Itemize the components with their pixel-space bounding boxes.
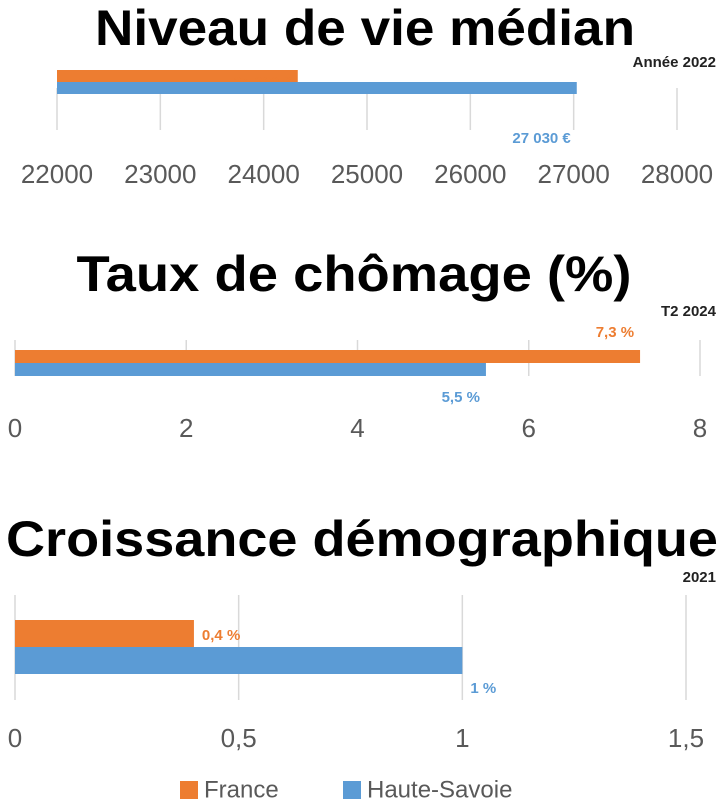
x-tick-label: 8 — [693, 413, 707, 443]
chart-title: Niveau de vie médian — [95, 0, 635, 56]
chart-subtitle: Année 2022 — [633, 54, 716, 71]
value-label: 0,4 % — [202, 627, 240, 644]
x-tick-label: 6 — [522, 413, 536, 443]
bar — [15, 350, 641, 363]
legend-label: France — [204, 776, 279, 803]
bar — [15, 647, 463, 674]
x-tick-label: 28000 — [641, 159, 713, 189]
bar — [57, 70, 298, 82]
chart-title: Taux de chômage (%) — [77, 246, 632, 302]
x-tick-label: 0 — [8, 413, 22, 443]
x-tick-label: 23000 — [124, 159, 196, 189]
x-tick-label: 1 — [455, 723, 469, 753]
legend-label: Haute-Savoie — [367, 776, 512, 803]
chart-title: Croissance démographique — [6, 511, 718, 567]
bar — [15, 620, 194, 647]
value-label: 27 030 € — [512, 130, 571, 147]
x-tick-label: 26000 — [434, 159, 506, 189]
value-label: 5,5 % — [442, 389, 480, 406]
x-tick-label: 1,5 — [668, 723, 704, 753]
legend-swatch — [180, 781, 198, 799]
x-tick-label: 24000 — [228, 159, 300, 189]
x-tick-label: 0,5 — [221, 723, 257, 753]
bar — [15, 363, 486, 376]
legend-swatch — [343, 781, 361, 799]
x-tick-label: 22000 — [21, 159, 93, 189]
chart-subtitle: T2 2024 — [661, 303, 717, 320]
value-label: 7,3 % — [596, 324, 634, 341]
chart-subtitle: 2021 — [683, 569, 716, 586]
x-tick-label: 0 — [8, 723, 22, 753]
x-tick-label: 27000 — [538, 159, 610, 189]
x-tick-label: 25000 — [331, 159, 403, 189]
value-label: 1 % — [470, 680, 496, 697]
x-tick-label: 4 — [350, 413, 364, 443]
bar — [57, 82, 577, 94]
x-tick-label: 2 — [179, 413, 193, 443]
